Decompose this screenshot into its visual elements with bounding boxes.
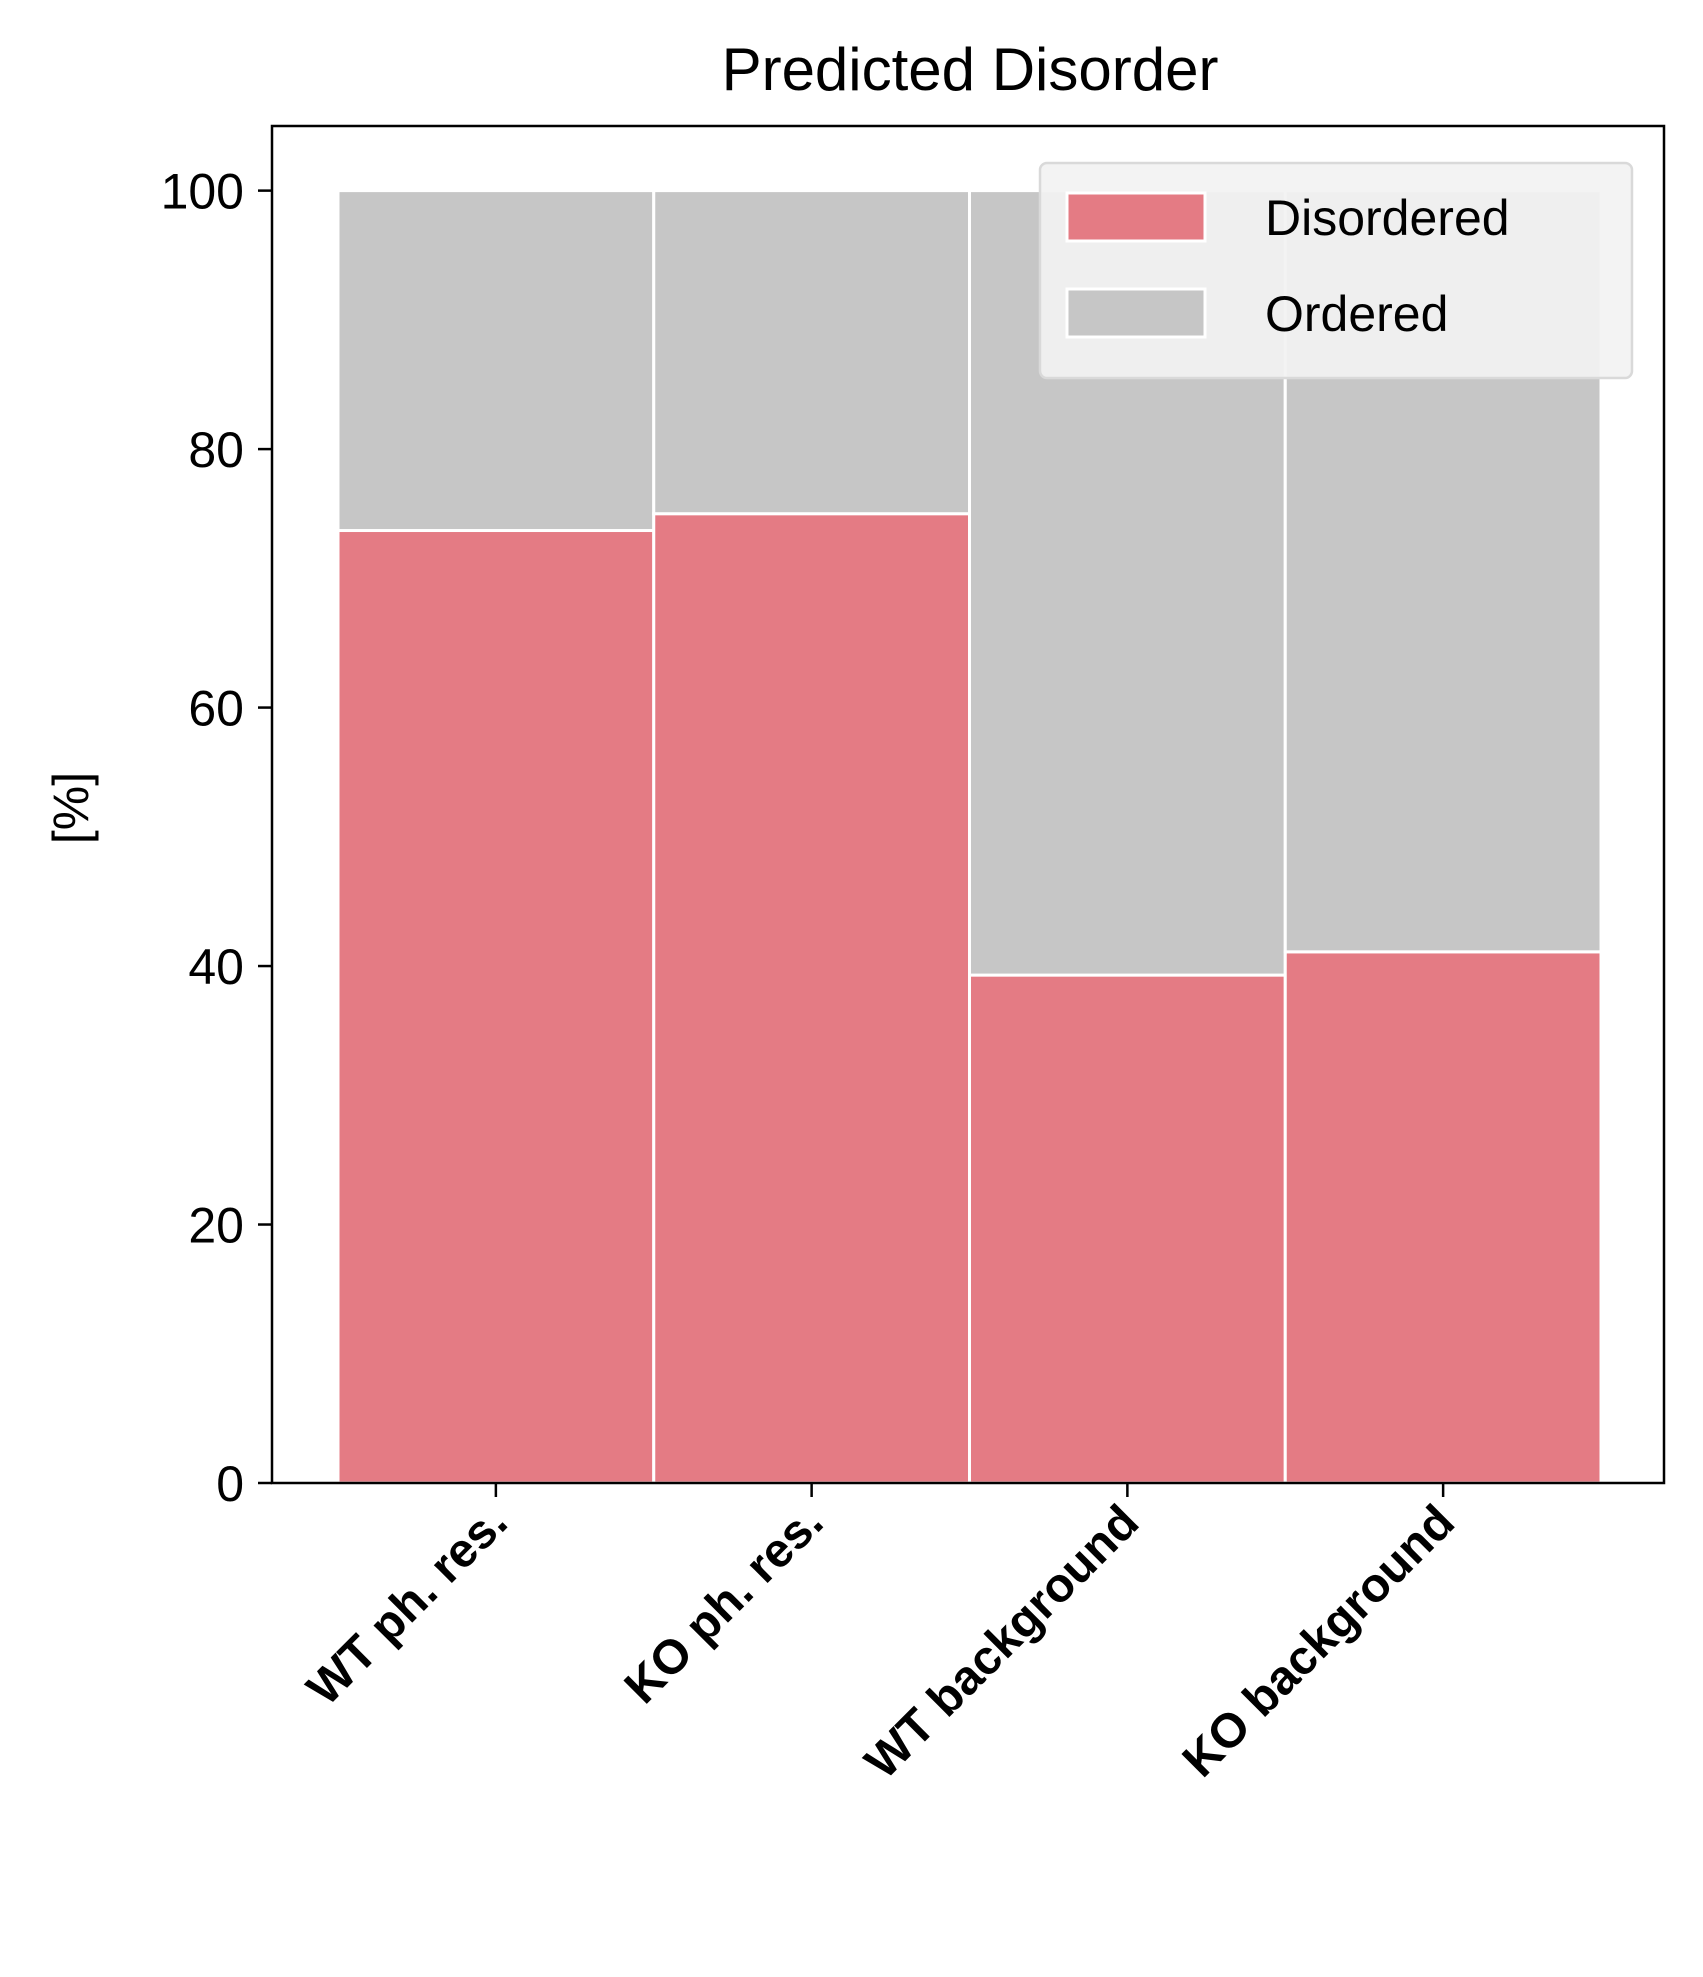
y-tick-label: 40 [188, 939, 244, 995]
x-axis: WT ph. res. KO ph. res. WT background KO ba… [297, 1483, 1465, 1789]
y-axis-label: [%] [43, 772, 99, 844]
y-tick-label: 0 [216, 1456, 244, 1512]
bar-disordered-1 [336, 529, 656, 1485]
legend-swatch-disordered [1065, 191, 1207, 243]
legend: Disordered Ordered [1038, 161, 1634, 380]
y-axis: 0 20 40 60 80 100 [161, 164, 272, 1512]
chart-title: Predicted Disorder [722, 36, 1219, 103]
bar-disordered-2 [652, 512, 971, 1485]
x-tick-label: WT background [855, 1495, 1149, 1789]
x-tick-label: KO ph. res. [615, 1495, 834, 1714]
y-tick-label: 20 [188, 1198, 244, 1254]
y-tick-label: 80 [188, 422, 244, 478]
bar-disordered-4 [1283, 950, 1603, 1485]
bars-group [336, 189, 1603, 1485]
y-tick-label: 60 [188, 681, 244, 737]
x-tick-label: WT ph. res. [297, 1495, 517, 1715]
legend-swatch-ordered [1065, 287, 1207, 339]
plot-frame [270, 124, 1666, 1485]
x-tick-label: KO background [1173, 1495, 1465, 1787]
legend-label-ordered: Ordered [1265, 286, 1448, 342]
y-tick-label: 100 [161, 164, 244, 220]
bar-ordered-2 [652, 189, 971, 516]
bar-disordered-3 [968, 973, 1287, 1485]
bar-ordered-1 [336, 189, 656, 533]
legend-label-disordered: Disordered [1265, 190, 1510, 246]
